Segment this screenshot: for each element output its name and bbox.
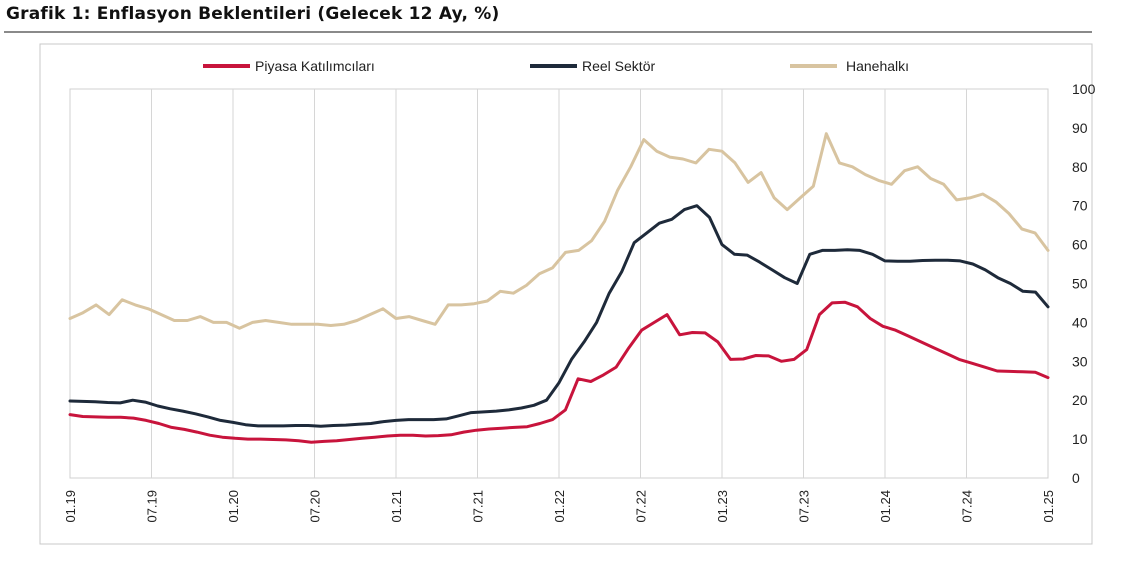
x-tick-label: 07.20: [308, 490, 323, 523]
x-tick-label: 07.21: [471, 490, 486, 523]
x-tick-label: 07.23: [797, 490, 812, 523]
y-tick-label: 80: [1072, 159, 1088, 175]
chart-frame: [39, 43, 1093, 545]
x-tick-label: 01.25: [1041, 490, 1056, 523]
legend: Piyasa Katılımcıları Reel Sektör Hanehalkı: [203, 58, 909, 74]
legend-label: Piyasa Katılımcıları: [255, 58, 375, 74]
x-tick-label: 01.20: [226, 490, 241, 523]
series-line-reel-sektor: [68, 204, 1050, 428]
x-tick-label: 01.22: [552, 490, 567, 523]
y-tick-label: 100: [1072, 81, 1096, 97]
x-tick-label: 01.21: [389, 490, 404, 523]
y-tick-label: 60: [1072, 237, 1088, 253]
series-line-piyasa-katilimcilari: [68, 300, 1050, 444]
y-tick-label: 10: [1072, 431, 1088, 447]
y-tick-label: 50: [1072, 276, 1088, 292]
y-tick-label: 30: [1072, 353, 1088, 369]
y-tick-label: 90: [1072, 120, 1088, 136]
y-tick-label: 70: [1072, 198, 1088, 214]
x-tick-label: 01.19: [63, 490, 78, 523]
title-divider: [4, 31, 1092, 33]
x-axis-labels: 01.19 07.19 01.20 07.20 01.21 07.21 01.22 07.22…: [63, 490, 1056, 523]
y-tick-label: 40: [1072, 314, 1088, 330]
x-tick-label: 01.23: [715, 490, 730, 523]
vertical-gridlines: [151, 89, 967, 478]
y-tick-label: 0: [1072, 470, 1080, 486]
series-line-hanehalki: [68, 132, 1050, 330]
x-tick-label: 07.24: [960, 490, 975, 523]
x-tick-label: 01.24: [878, 490, 893, 523]
legend-label: Hanehalkı: [846, 58, 909, 74]
series-lines: [68, 132, 1050, 444]
x-tick-label: 07.22: [634, 490, 649, 523]
chart-title: Grafik 1: Enflasyon Beklentileri (Gelece…: [6, 4, 500, 24]
y-axis-labels: 0 10 20 30 40 50 60 70 80 90 100: [1072, 81, 1096, 486]
legend-label: Reel Sektör: [582, 58, 655, 74]
y-tick-label: 20: [1072, 392, 1088, 408]
x-tick-label: 07.19: [145, 490, 160, 523]
